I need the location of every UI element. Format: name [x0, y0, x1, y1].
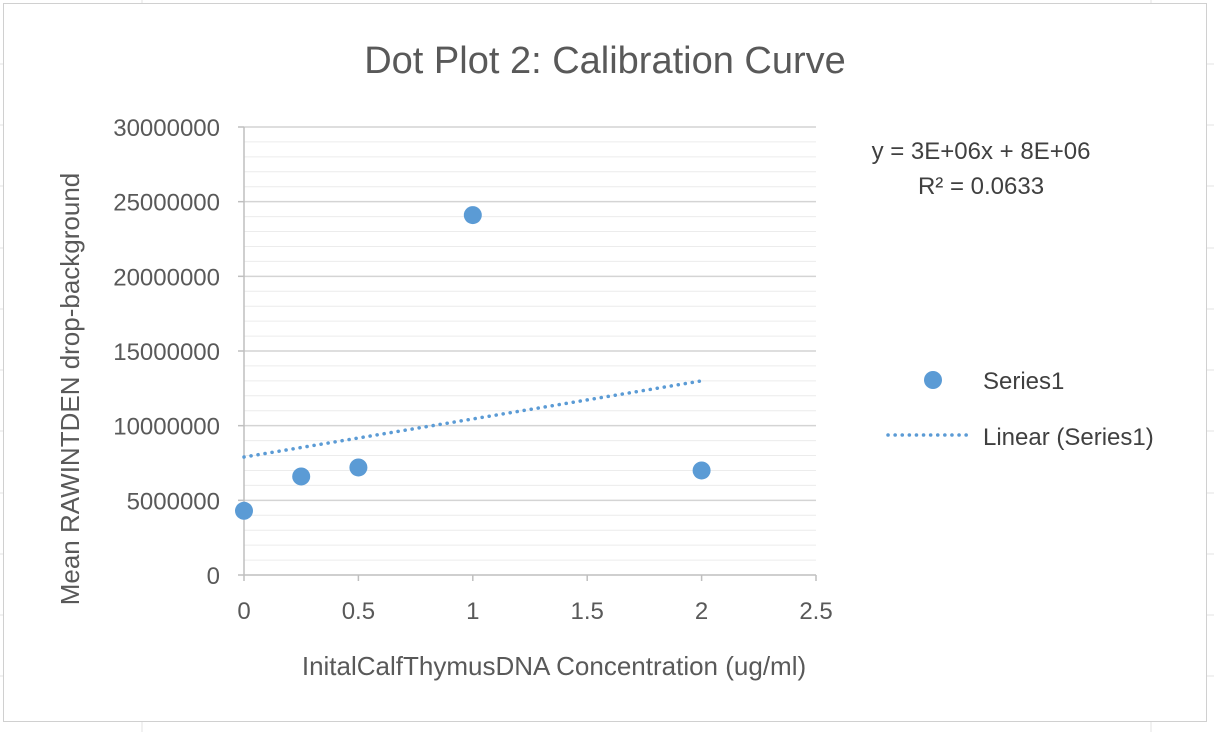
chart-svg: Dot Plot 2: Calibration Curve 0 0.5 1 1.5 2 2…	[55, 40, 1154, 681]
y-tick-label: 20000000	[113, 264, 220, 291]
chart-area[interactable]: Dot Plot 2: Calibration Curve 0 0.5 1 1.5 2 2…	[3, 3, 1207, 722]
y-tick-label: 30000000	[113, 115, 220, 142]
data-point	[292, 467, 311, 486]
legend-label-series1: Series1	[983, 368, 1064, 395]
y-tick-label: 0	[207, 563, 220, 590]
data-point	[692, 461, 711, 480]
x-axis-title: InitalCalfThymusDNA Concentration (ug/ml…	[302, 651, 806, 681]
data-points	[235, 206, 711, 520]
x-tick-label: 0	[237, 598, 250, 625]
data-point	[463, 206, 482, 225]
y-axis-title: Mean RAWINTDEN drop-background	[55, 173, 85, 606]
trendline-group	[242, 379, 704, 459]
legend-label-trendline: Linear (Series1)	[983, 424, 1154, 451]
legend-marker-series1	[924, 371, 942, 389]
minor-gridlines	[244, 141, 816, 561]
y-tick-label: 5000000	[127, 488, 220, 515]
y-tick-label: 25000000	[113, 190, 220, 217]
trendline-r-squared: R² = 0.0633	[918, 173, 1044, 200]
x-tick-label: 2	[695, 598, 708, 625]
chart-title: Dot Plot 2: Calibration Curve	[364, 40, 846, 82]
x-tick-labels: 0 0.5 1 1.5 2 2.5	[237, 598, 832, 625]
x-tick-label: 2.5	[799, 598, 832, 625]
trendline-equation: y = 3E+06x + 8E+06	[872, 138, 1091, 165]
trendline	[242, 379, 704, 459]
legend: Series1 Linear (Series1)	[886, 368, 1154, 451]
axes	[238, 126, 817, 581]
y-tick-labels: 0 5000000 10000000 15000000 20000000 25000000…	[113, 115, 220, 590]
data-point	[349, 458, 368, 477]
y-tick-label: 10000000	[113, 414, 220, 441]
major-gridlines	[244, 126, 816, 502]
y-tick-label: 15000000	[113, 339, 220, 366]
data-point	[235, 501, 253, 520]
x-tick-label: 1	[466, 598, 479, 625]
x-tick-label: 0.5	[342, 598, 375, 625]
x-tick-label: 1.5	[571, 598, 604, 625]
